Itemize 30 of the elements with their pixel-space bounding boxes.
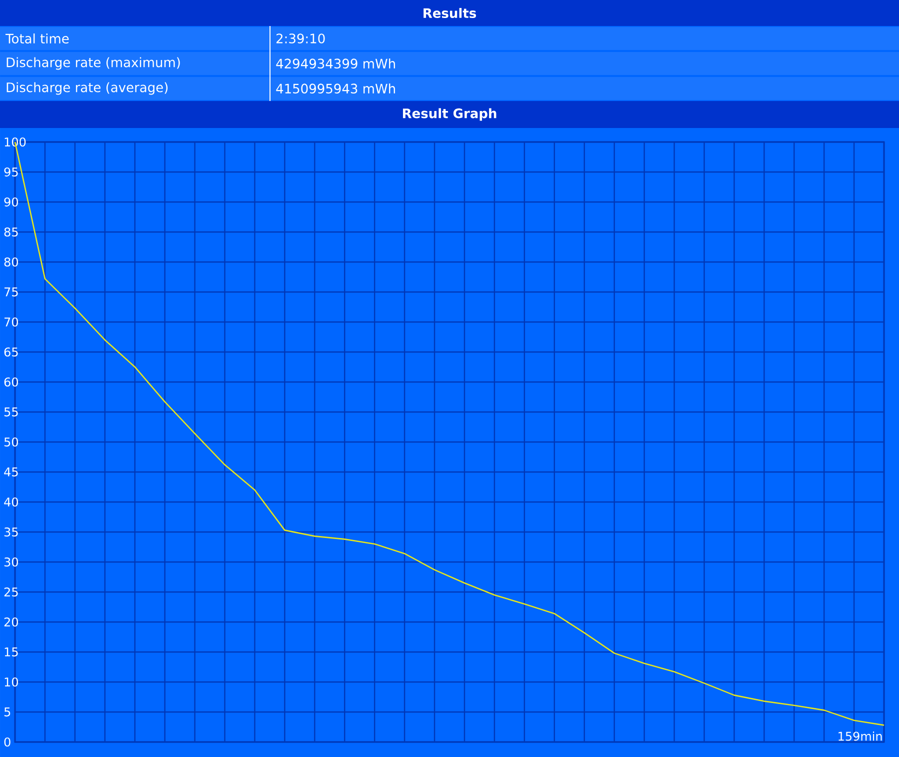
y-tick-label: 20	[4, 617, 18, 627]
text: Total time	[5, 33, 69, 44]
y-tick-label: 100	[4, 137, 26, 147]
y-tick-label: 55	[4, 408, 18, 416]
text: Discharge rate (average)	[6, 82, 168, 95]
y-tick-label: 65	[4, 347, 18, 357]
y-tick-label: 15	[4, 648, 18, 656]
y-tick-label: 35	[4, 527, 18, 537]
y-tick-label: 50	[4, 437, 18, 447]
y-tick-label: 25	[4, 587, 18, 597]
y-tick-label: 95	[4, 167, 18, 177]
y-tick-label: 40	[4, 497, 18, 507]
y-tick-label: 30	[4, 557, 18, 567]
y-tick-label: 75	[4, 288, 18, 296]
y-tick-label: 90	[4, 197, 18, 207]
annotation: 159min	[838, 731, 882, 741]
text: 4294934399 mWh	[276, 58, 395, 69]
chart-title: Result Graph	[402, 108, 496, 121]
y-tick-label: 85	[4, 227, 18, 237]
y-tick-label: 60	[4, 377, 18, 387]
text: 4150995943 mWh	[276, 83, 395, 94]
y-tick-label: 45	[4, 468, 18, 476]
text: 2:39:10	[276, 34, 325, 44]
y-tick-label: 5	[4, 708, 10, 716]
text: Discharge rate (maximum)	[6, 57, 180, 70]
y-tick-label: 0	[4, 737, 10, 747]
y-tick-label: 10	[4, 677, 18, 687]
y-tick-label: 80	[4, 257, 18, 267]
text: Results	[424, 8, 476, 18]
y-tick-label: 70	[4, 317, 18, 327]
